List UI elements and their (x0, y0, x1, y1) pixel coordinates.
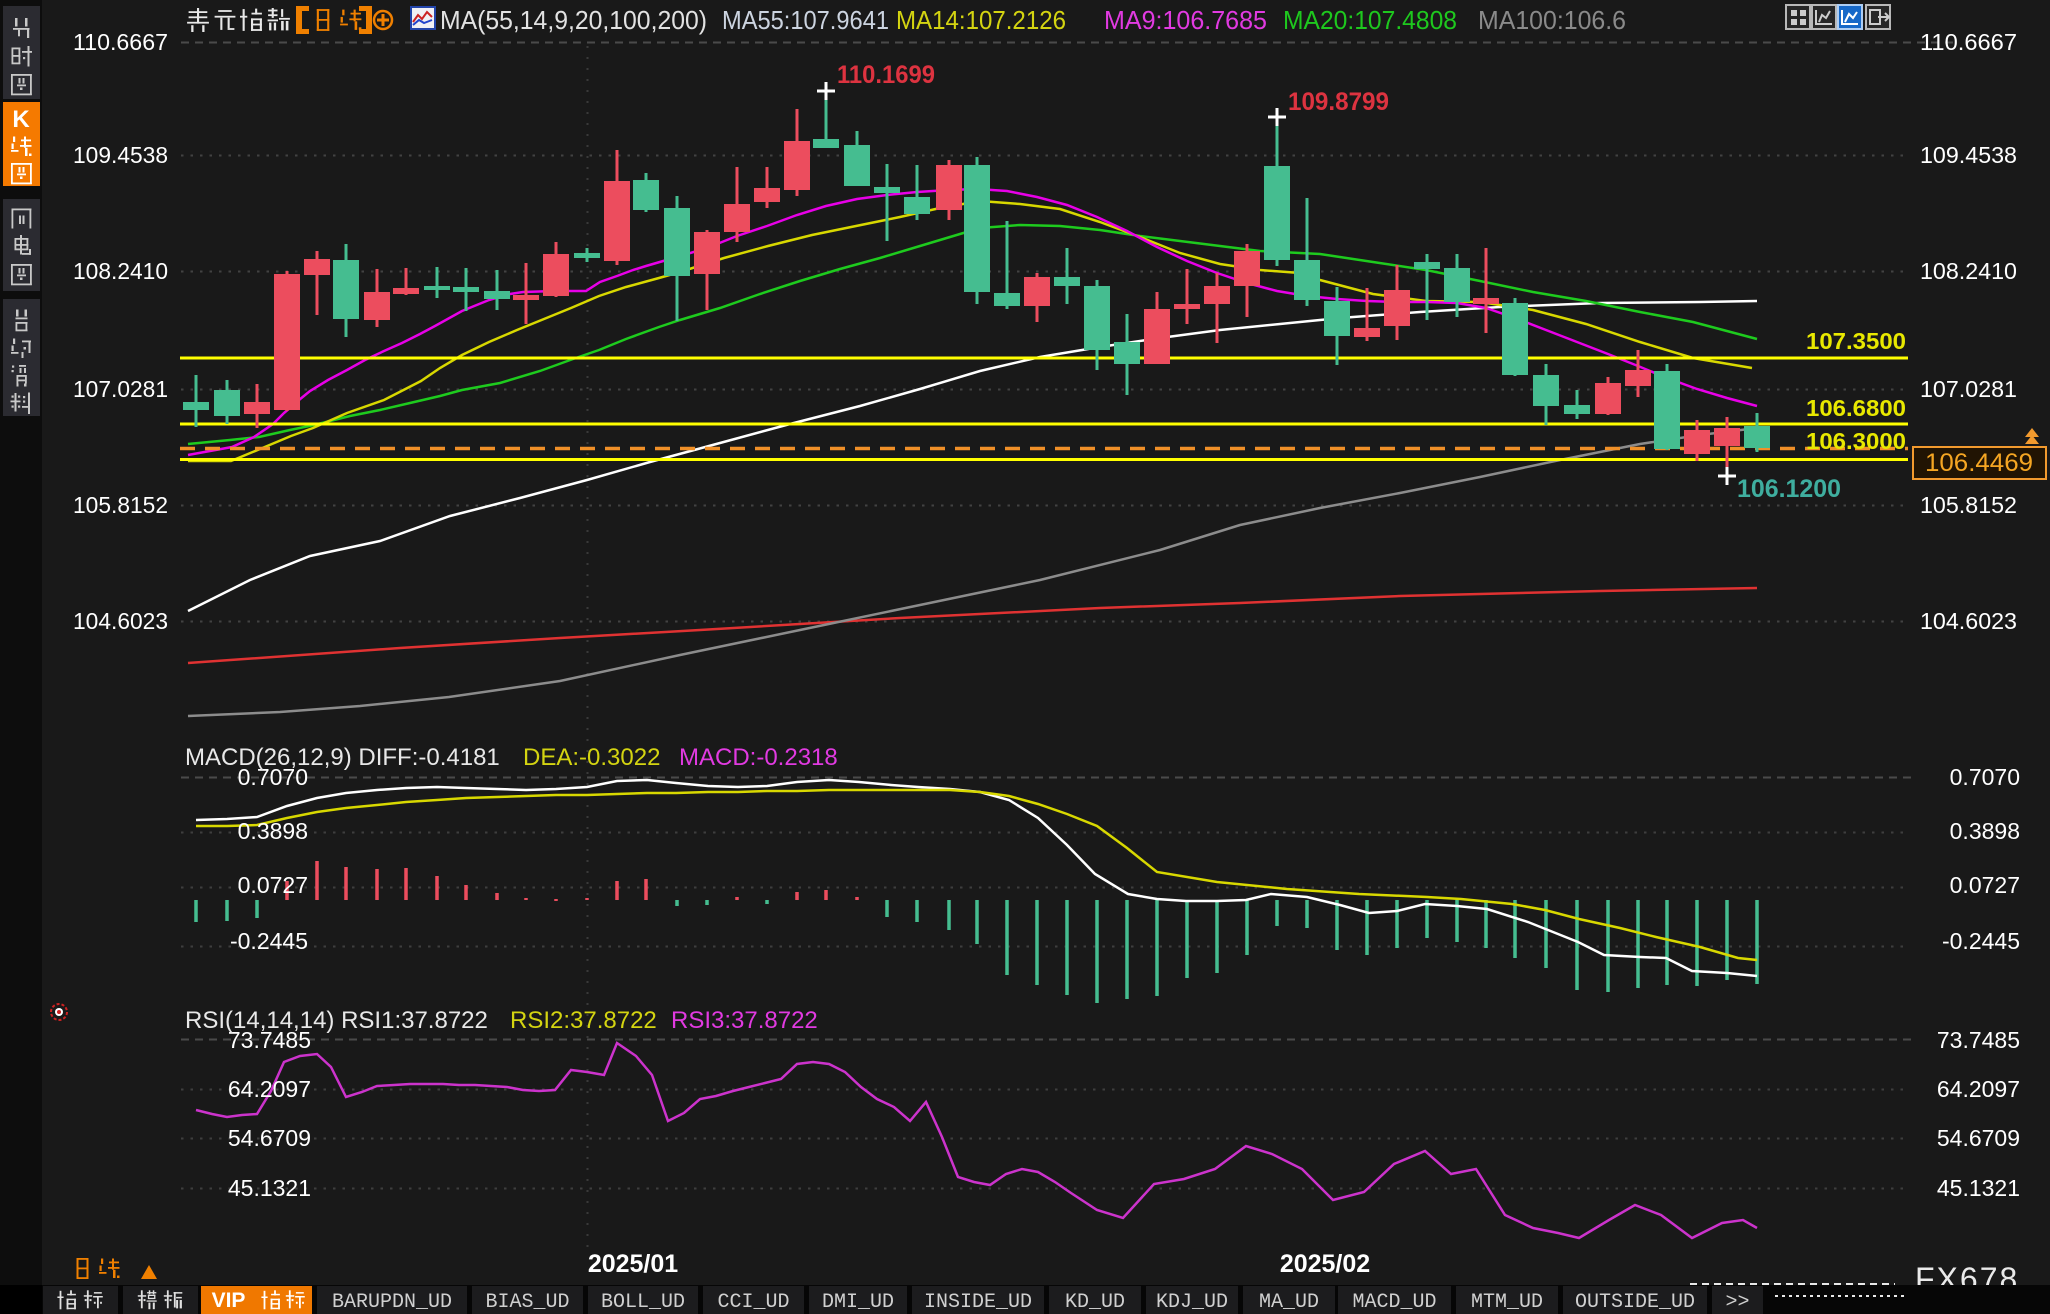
svg-text:DMI_UD: DMI_UD (822, 1291, 894, 1314)
svg-text:2025/01: 2025/01 (588, 1250, 678, 1278)
svg-text:BARUPDN_UD: BARUPDN_UD (332, 1291, 452, 1314)
svg-text:107.3500: 107.3500 (1806, 328, 1906, 354)
svg-text:104.6023: 104.6023 (73, 608, 168, 634)
svg-text:0.3898: 0.3898 (1950, 818, 2020, 844)
svg-text:MA9:106.7685: MA9:106.7685 (1104, 5, 1267, 35)
svg-text:110.6667: 110.6667 (73, 29, 168, 55)
svg-text:73.7485: 73.7485 (1937, 1027, 2020, 1053)
svg-text:106.4469: 106.4469 (1925, 449, 2033, 477)
svg-text:MA100:106.6: MA100:106.6 (1478, 5, 1626, 35)
svg-text:105.8152: 105.8152 (73, 492, 168, 518)
svg-text:106.6800: 106.6800 (1806, 395, 1906, 421)
svg-text:109.8799: 109.8799 (1288, 88, 1389, 116)
svg-text:107.0281: 107.0281 (73, 376, 168, 402)
svg-text:0.3898: 0.3898 (238, 818, 308, 844)
svg-text:110.1699: 110.1699 (837, 61, 935, 89)
svg-text:0.0727: 0.0727 (238, 872, 308, 898)
svg-text:MA20:107.4808: MA20:107.4808 (1283, 5, 1457, 35)
svg-text:MTM_UD: MTM_UD (1471, 1291, 1543, 1314)
svg-text:64.2097: 64.2097 (228, 1076, 311, 1102)
svg-text:MA_UD: MA_UD (1259, 1291, 1319, 1314)
svg-text:0.7070: 0.7070 (238, 764, 308, 790)
svg-text:0.0727: 0.0727 (1950, 872, 2020, 898)
svg-text:MACD_UD: MACD_UD (1352, 1291, 1436, 1314)
svg-text:0.7070: 0.7070 (1950, 764, 2020, 790)
svg-text:106.1200: 106.1200 (1737, 475, 1841, 503)
svg-text:DEA:-0.3022: DEA:-0.3022 (523, 744, 660, 771)
svg-text:-0.2445: -0.2445 (1942, 928, 2020, 954)
svg-text:RSI2:37.8722: RSI2:37.8722 (510, 1007, 657, 1034)
svg-text:73.7485: 73.7485 (228, 1027, 311, 1053)
svg-text:MACD(26,12,9) DIFF:-0.4181: MACD(26,12,9) DIFF:-0.4181 (185, 744, 500, 771)
svg-text:RSI(14,14,14) RSI1:37.8722: RSI(14,14,14) RSI1:37.8722 (185, 1007, 488, 1034)
svg-text:110.6667: 110.6667 (1920, 29, 2017, 55)
svg-text:OUTSIDE_UD: OUTSIDE_UD (1575, 1291, 1695, 1314)
svg-text:MA14:107.2126: MA14:107.2126 (896, 5, 1066, 35)
svg-text:109.4538: 109.4538 (1920, 142, 2017, 168)
svg-text:>>: >> (1725, 1291, 1749, 1314)
svg-text:VIP: VIP (212, 1289, 246, 1312)
svg-text:54.6709: 54.6709 (228, 1125, 311, 1151)
svg-text:CCI_UD: CCI_UD (717, 1291, 789, 1314)
svg-text:104.6023: 104.6023 (1920, 608, 2017, 634)
svg-text:BOLL_UD: BOLL_UD (601, 1291, 685, 1314)
svg-text:INSIDE_UD: INSIDE_UD (924, 1291, 1032, 1314)
svg-text:45.1321: 45.1321 (228, 1175, 311, 1201)
svg-text:KD_UD: KD_UD (1065, 1291, 1125, 1314)
svg-text:BIAS_UD: BIAS_UD (485, 1291, 569, 1314)
svg-text:MA55:107.9641: MA55:107.9641 (722, 5, 889, 35)
svg-text:108.2410: 108.2410 (1920, 258, 2017, 284)
svg-text:K: K (12, 106, 30, 133)
svg-text:2025/02: 2025/02 (1280, 1250, 1370, 1278)
svg-text:MA(55,14,9,20,100,200): MA(55,14,9,20,100,200) (440, 5, 707, 35)
svg-text:107.0281: 107.0281 (1920, 376, 2017, 402)
svg-text:KDJ_UD: KDJ_UD (1156, 1291, 1228, 1314)
svg-text:105.8152: 105.8152 (1920, 492, 2017, 518)
svg-text:-0.2445: -0.2445 (230, 928, 308, 954)
svg-text:MACD:-0.2318: MACD:-0.2318 (679, 744, 838, 771)
svg-text:RSI3:37.8722: RSI3:37.8722 (671, 1007, 818, 1034)
svg-text:45.1321: 45.1321 (1937, 1175, 2020, 1201)
svg-text:54.6709: 54.6709 (1937, 1125, 2020, 1151)
svg-text:109.4538: 109.4538 (73, 142, 168, 168)
svg-text:106.3000: 106.3000 (1806, 428, 1906, 454)
svg-text:108.2410: 108.2410 (73, 258, 168, 284)
svg-text:64.2097: 64.2097 (1937, 1076, 2020, 1102)
